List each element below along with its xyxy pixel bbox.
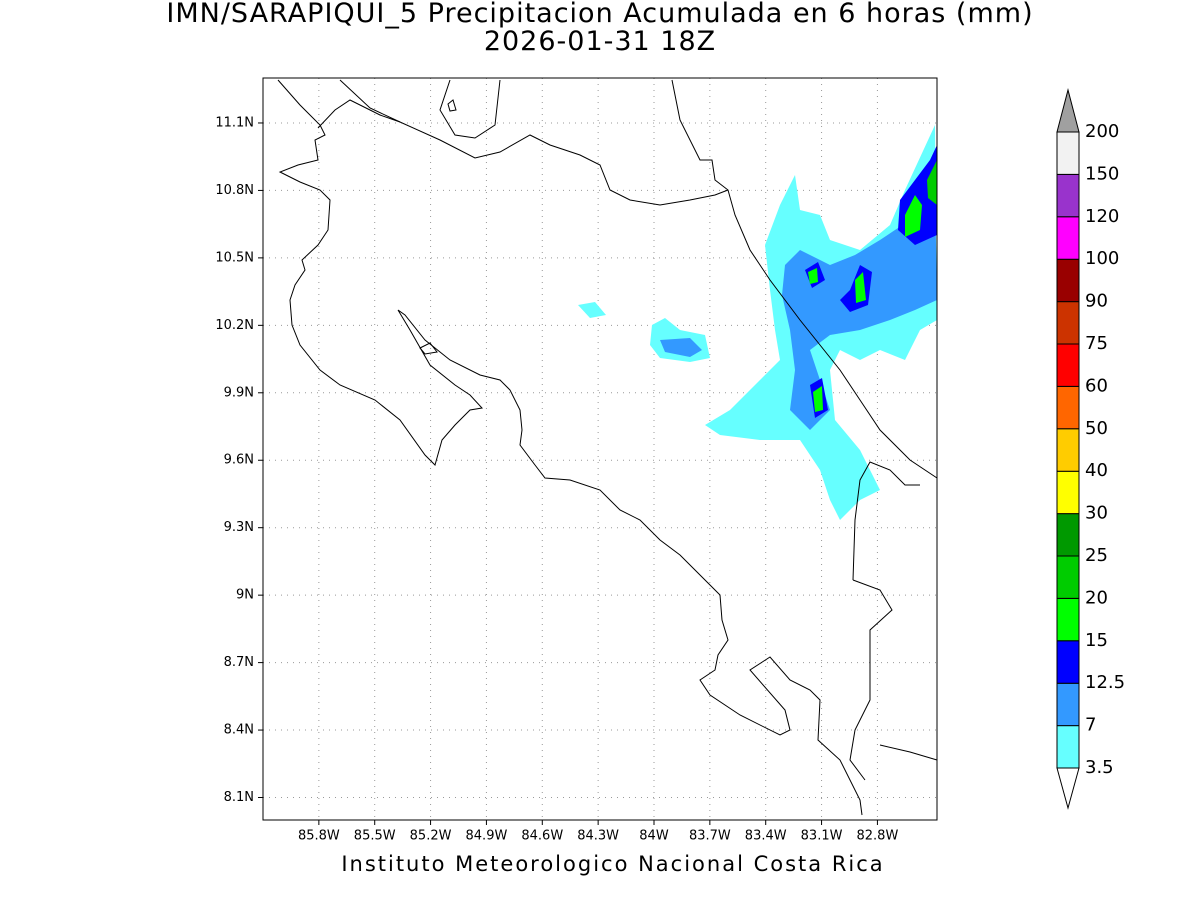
y-tick-label: 8.7N — [224, 655, 254, 670]
colorbar-label: 40 — [1085, 460, 1108, 481]
footer: Instituto Meteorologico Nacional Costa R… — [341, 852, 884, 876]
subtitle: 2026-01-31 18Z — [484, 26, 716, 57]
colorbar-label: 150 — [1085, 163, 1119, 184]
grid — [258, 78, 937, 825]
colorbar-swatch — [1056, 640, 1080, 684]
colorbar-label: 25 — [1085, 545, 1108, 566]
colorbar-label: 50 — [1085, 418, 1108, 439]
x-tick-label: 85.2W — [410, 829, 452, 844]
colorbar-label: 20 — [1085, 587, 1108, 608]
colorbar-swatch — [1056, 725, 1080, 769]
x-tick-label: 84.6W — [521, 829, 563, 844]
colorbar-swatch — [1056, 428, 1080, 472]
colorbar-swatch — [1056, 555, 1080, 599]
x-tick-label: 83.7W — [689, 829, 731, 844]
colorbar-swatch — [1056, 513, 1080, 557]
y-tick-label: 9N — [236, 588, 254, 603]
colorbar-swatch — [1056, 470, 1080, 515]
colorbar-label: 3.5 — [1085, 757, 1114, 778]
y-tick-label: 10.5N — [215, 250, 254, 265]
x-tick-label: 84W — [639, 829, 669, 844]
colorbar-swatch — [1056, 88, 1080, 133]
x-tick-label: 85.8W — [298, 829, 340, 844]
precipitation — [578, 125, 937, 520]
colorbar-swatch — [1056, 597, 1080, 642]
colorbar-label: 90 — [1085, 291, 1108, 312]
y-tick-label: 8.1N — [224, 790, 254, 805]
colorbar-swatch — [1056, 131, 1080, 175]
x-tick-label: 82.8W — [857, 829, 899, 844]
colorbar: 3.5 7 12.5 15 20 25 30 40 50 60 75 90 100 120 150 200 — [1056, 88, 1125, 810]
colorbar-label: 30 — [1085, 503, 1108, 524]
x-tick-label: 83.4W — [745, 829, 787, 844]
y-tick-label: 9.3N — [224, 520, 254, 535]
colorbar-label: 15 — [1085, 630, 1108, 651]
coastline — [277, 79, 938, 816]
y-tick-label: 10.2N — [215, 318, 254, 333]
y-tick-label: 9.9N — [224, 385, 254, 400]
colorbar-label: 60 — [1085, 375, 1108, 396]
y-tick-label: 8.4N — [224, 723, 254, 738]
colorbar-label: 100 — [1085, 248, 1119, 269]
colorbar-swatch — [1056, 767, 1080, 810]
x-tick-label: 83.1W — [801, 829, 843, 844]
colorbar-swatch — [1056, 682, 1080, 727]
x-tick-label: 85.5W — [354, 829, 396, 844]
title: IMN/SARAPIQUI_5 Precipitacion Acumulada … — [166, 0, 1033, 29]
colorbar-swatch — [1056, 216, 1080, 260]
colorbar-label: 7 — [1085, 715, 1096, 736]
colorbar-swatch — [1056, 173, 1080, 218]
colorbar-swatch — [1056, 301, 1080, 345]
map-frame — [262, 77, 938, 821]
y-tick-label: 10.8N — [215, 183, 254, 198]
colorbar-label: 120 — [1085, 206, 1119, 227]
colorbar-swatch — [1056, 258, 1080, 303]
x-tick-label: 84.3W — [577, 829, 619, 844]
x-tick-label: 84.9W — [466, 829, 508, 844]
colorbar-swatch — [1056, 385, 1080, 430]
y-tick-label: 9.6N — [224, 453, 254, 468]
colorbar-label: 75 — [1085, 333, 1108, 354]
colorbar-label: 12.5 — [1085, 672, 1125, 693]
colorbar-label: 200 — [1085, 121, 1119, 142]
colorbar-swatch — [1056, 343, 1080, 387]
y-tick-label: 11.1N — [215, 115, 254, 130]
